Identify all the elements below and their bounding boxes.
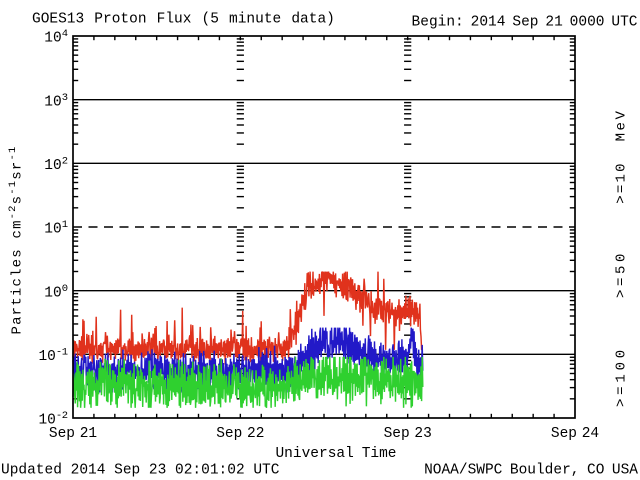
svg-text:>=10: >=10	[614, 161, 630, 203]
svg-text:10-2: 10-2	[38, 410, 67, 429]
svg-text:MeV: MeV	[614, 109, 630, 142]
svg-text:GOES13 Proton Flux (5 minute d: GOES13 Proton Flux (5 minute data)	[32, 12, 335, 28]
svg-text:Updated 2014 Sep 23 02:01:02 U: Updated 2014 Sep 23 02:01:02 UTC	[1, 463, 280, 479]
svg-text:Universal Time: Universal Time	[275, 446, 396, 462]
svg-text:100: 100	[44, 283, 67, 302]
svg-text:Sep 21: Sep 21	[49, 426, 97, 442]
svg-text:>=100: >=100	[614, 346, 630, 407]
svg-text:NOAA/SWPC Boulder, CO USA: NOAA/SWPC Boulder, CO USA	[424, 463, 638, 479]
svg-text:Sep 22: Sep 22	[216, 426, 264, 442]
svg-text:Sep 24: Sep 24	[551, 426, 599, 442]
svg-text:Particles cm-2s-1sr-1: Particles cm-2s-1sr-1	[7, 145, 26, 334]
svg-text:Begin: 2014 Sep 21 0000 UTC: Begin: 2014 Sep 21 0000 UTC	[412, 14, 638, 30]
svg-text:104: 104	[44, 28, 67, 47]
svg-text:>=50: >=50	[614, 250, 630, 298]
svg-text:Sep 23: Sep 23	[384, 426, 432, 442]
svg-text:10-1: 10-1	[38, 346, 67, 365]
svg-text:102: 102	[44, 155, 67, 174]
svg-text:103: 103	[44, 92, 67, 111]
svg-text:101: 101	[44, 219, 67, 238]
